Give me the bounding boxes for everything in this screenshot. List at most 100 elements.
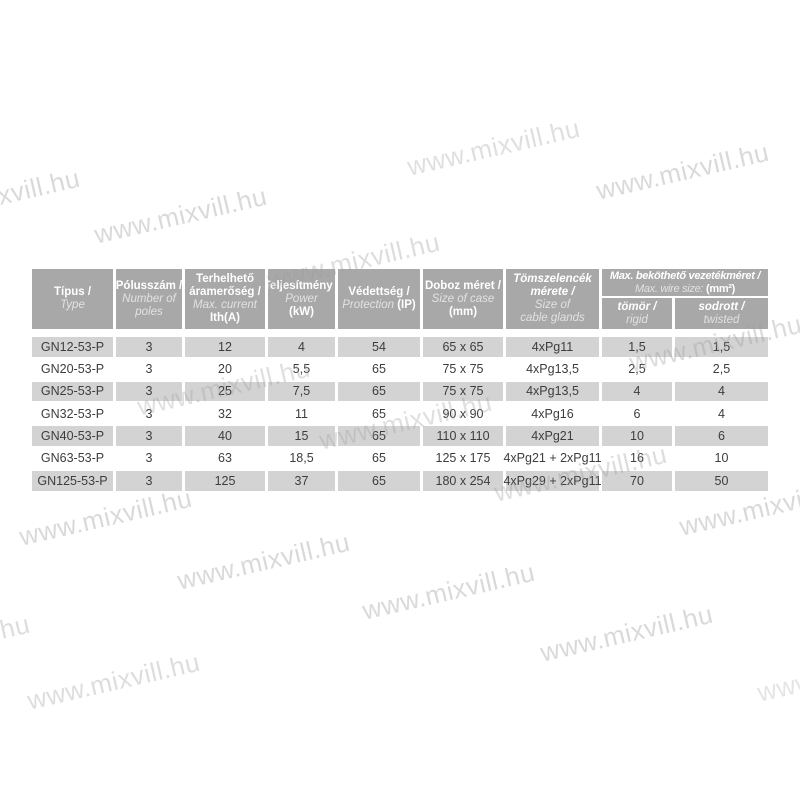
column-header-teljesitmeny: Teljesítmény /Power(kW) <box>268 269 335 329</box>
header-line: áramerőség / <box>189 286 261 298</box>
header-line: Tömszelencék <box>513 273 592 285</box>
table-cell-r2-c5: 65 <box>338 359 420 380</box>
column-group-header-max-bekotheto-vezetekmeret: Max. beköthető vezetékméret / Max. wire s… <box>602 269 768 296</box>
table-cell-r3-c8: 4 <box>602 381 672 402</box>
table-cell-r1-c6: 65 x 65 <box>423 337 503 357</box>
table-cell-r5-c1: GN40-53-P <box>32 426 113 446</box>
header-line: cable glands <box>520 312 585 324</box>
watermark-text: www.mixvill.hu <box>754 638 800 708</box>
table-cell-r4-c5: 65 <box>338 403 420 424</box>
table-cell-r3-c4: 7,5 <box>268 381 335 402</box>
spec-table: Típus / Type Pólusszám / Number of poles Terh… <box>32 269 768 491</box>
watermark-text: www.mixvill.hu <box>0 162 83 232</box>
table-cell-r6-c3: 63 <box>185 448 265 469</box>
header-line: Type <box>60 299 85 311</box>
table-cell-r1-c3: 12 <box>185 337 265 357</box>
table-cell-r5-c8: 10 <box>602 426 672 446</box>
table-cell-r6-c1: GN63-53-P <box>32 448 113 469</box>
header-line: Ith(A) <box>209 312 240 324</box>
column-header-aramerosseg: Terhelhető áramerőség / Max. current Ith(A) <box>185 269 265 329</box>
table-cell-r2-c1: GN20-53-P <box>32 359 113 380</box>
table-cell-r7-c6: 180 x 254 <box>423 470 503 491</box>
table-cell-r2-c6: 75 x 75 <box>423 359 503 380</box>
header-line: Doboz méret / <box>424 279 502 292</box>
watermark-text: www.mixvill.hu <box>404 112 583 182</box>
table-cell-r2-c7: 4xPg13,5 <box>506 359 599 380</box>
table-cell-r3-c6: 75 x 75 <box>423 381 503 402</box>
table-cell-r6-c8: 16 <box>602 448 672 469</box>
table-cell-r1-c8: 1,5 <box>602 337 672 357</box>
table-cell-r6-c5: 65 <box>338 448 420 469</box>
table-cell-r4-c2: 3 <box>116 403 182 424</box>
table-cell-r6-c9: 10 <box>675 448 768 469</box>
column-header-tipus: Típus / Type <box>32 269 113 329</box>
header-line: Power <box>285 292 318 305</box>
watermark-text: www.mixvill.hu <box>24 646 203 716</box>
watermark-text: www.mixvill.hu <box>359 556 538 626</box>
table-cell-r3-c7: 4xPg13,5 <box>506 381 599 402</box>
table-body: GN12-53-P 3 12 4 54 65 x 65 4xPg11 1,5 1,5 GN20-5… <box>32 337 768 491</box>
table-cell-r5-c3: 40 <box>185 426 265 446</box>
table-cell-r1-c2: 3 <box>116 337 182 357</box>
table-cell-r5-c7: 4xPg21 <box>506 426 599 446</box>
header-line: Terhelhető <box>196 273 254 285</box>
header-line: mérete / <box>530 286 575 298</box>
header-line: Max. current <box>193 299 257 311</box>
table-cell-r7-c1: GN125-53-P <box>32 470 113 491</box>
table-cell-r2-c3: 20 <box>185 359 265 380</box>
header-line: Teljesítmény / <box>268 279 335 292</box>
table-cell-r4-c8: 6 <box>602 403 672 424</box>
watermark-text: www.mixvill.hu <box>0 608 33 678</box>
header-line: rigid <box>626 313 648 326</box>
table-cell-r7-c4: 37 <box>268 470 335 491</box>
header-line: Size of case <box>431 292 495 305</box>
table-cell-r4-c7: 4xPg16 <box>506 403 599 424</box>
table-cell-r4-c3: 32 <box>185 403 265 424</box>
header-line: Size of <box>534 299 571 311</box>
header-line: (kW) <box>289 305 314 318</box>
sub-header-sodrott-twisted: sodrott / twisted <box>675 298 768 329</box>
table-cell-r5-c2: 3 <box>116 426 182 446</box>
table-cell-r6-c7: 4xPg21 + 2xPg11 <box>503 448 602 469</box>
watermark-text: www.mixvill.hu <box>91 180 270 250</box>
sub-header-tomor-rigid: tömör / rigid <box>602 298 672 329</box>
table-cell-r7-c3: 125 <box>185 470 265 491</box>
table-cell-r5-c5: 65 <box>338 426 420 446</box>
watermark-text: www.mixvill.hu <box>16 482 195 552</box>
table-cell-r3-c3: 25 <box>185 381 265 402</box>
table-cell-r5-c4: 15 <box>268 426 335 446</box>
column-header-doboz-meret: Doboz méret / Size of case (mm) <box>423 269 503 329</box>
table-cell-r1-c4: 4 <box>268 337 335 357</box>
table-cell-r1-c7: 4xPg11 <box>506 337 599 357</box>
watermark-text: www.mixvill.hu <box>174 526 353 596</box>
table-cell-r7-c9: 50 <box>675 470 768 491</box>
table-cell-r2-c8: 2,5 <box>602 359 672 380</box>
header-line: Pólusszám / <box>116 279 182 292</box>
header-line: Max. beköthető vezetékméret / <box>609 270 761 282</box>
header-line: sodrott / <box>698 300 745 313</box>
table-cell-r5-c9: 6 <box>675 426 768 446</box>
table-header: Típus / Type Pólusszám / Number of poles Terh… <box>32 269 768 329</box>
table-cell-r4-c6: 90 x 90 <box>423 403 503 424</box>
table-cell-r4-c9: 4 <box>675 403 768 424</box>
table-cell-r2-c4: 5,5 <box>268 359 335 380</box>
column-header-tomszelencek: Tömszelencék mérete / Size of cable glands <box>506 269 599 329</box>
header-line: poles <box>135 305 163 318</box>
table-cell-r2-c9: 2,5 <box>675 359 768 380</box>
column-header-polusszam: Pólusszám / Number of poles <box>116 269 182 329</box>
table-cell-r5-c6: 110 x 110 <box>423 426 503 446</box>
table-cell-r4-c1: GN32-53-P <box>32 403 113 424</box>
table-cell-r3-c9: 4 <box>675 381 768 402</box>
header-line: tömör / <box>617 300 657 313</box>
table-cell-r7-c5: 65 <box>338 470 420 491</box>
watermark-text: www.mixvill.hu <box>537 598 716 668</box>
header-line: Típus / <box>53 286 92 298</box>
table-cell-r1-c5: 54 <box>338 337 420 357</box>
column-header-vedettseg: Védettség / Protection (IP) <box>338 269 420 329</box>
header-line: twisted <box>703 313 740 326</box>
table-cell-r4-c4: 11 <box>268 403 335 424</box>
table-cell-r3-c1: GN25-53-P <box>32 381 113 402</box>
header-line: Number of <box>122 292 176 305</box>
header-line: Max. wire size: (mm²) <box>634 282 736 295</box>
